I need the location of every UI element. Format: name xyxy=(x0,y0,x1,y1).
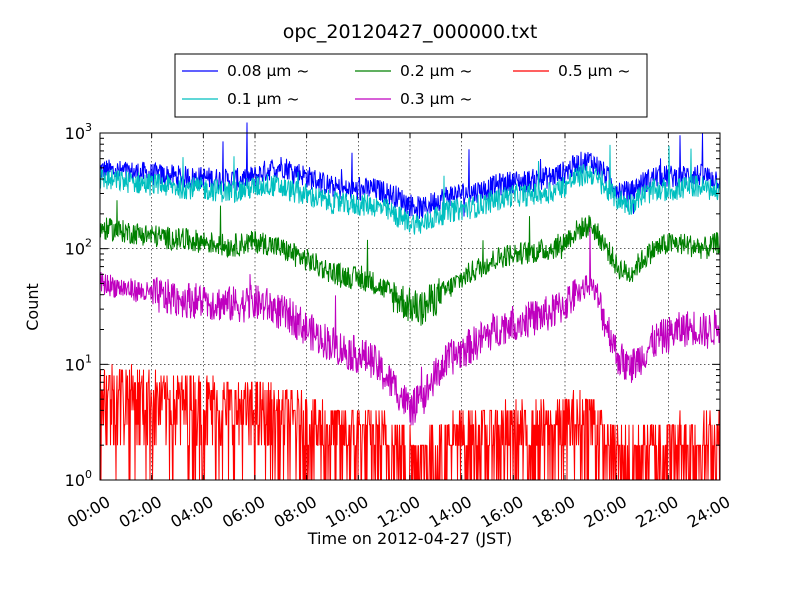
series-line-4 xyxy=(99,364,720,481)
series-layer xyxy=(99,122,721,481)
series-line-3 xyxy=(99,227,721,426)
y-tick-label: 101 xyxy=(65,352,92,374)
y-tick-label: 100 xyxy=(65,468,92,490)
legend-label: 0.2 μm ~ xyxy=(400,62,472,80)
series-line-2 xyxy=(99,200,721,326)
legend-box xyxy=(174,53,648,118)
x-axis-label: Time on 2012-04-27 (JST) xyxy=(307,529,512,548)
series-line-0 xyxy=(99,122,721,219)
legend-label: 0.08 μm ~ xyxy=(227,62,309,80)
chart-title: opc_20120427_000000.txt xyxy=(283,21,538,43)
legend-label: 0.5 μm ~ xyxy=(558,62,630,80)
legend-label: 0.1 μm ~ xyxy=(227,90,299,108)
y-tick-label: 103 xyxy=(65,121,92,143)
y-axis-label: Count xyxy=(23,283,42,331)
legend: 0.08 μm ~ 0.1 μm ~ 0.2 μm ~ 0.3 μm ~ 0.5 μm … xyxy=(174,53,648,118)
series-line-1 xyxy=(99,144,721,235)
legend-label: 0.3 μm ~ xyxy=(400,90,472,108)
y-tick-label: 102 xyxy=(65,237,92,259)
